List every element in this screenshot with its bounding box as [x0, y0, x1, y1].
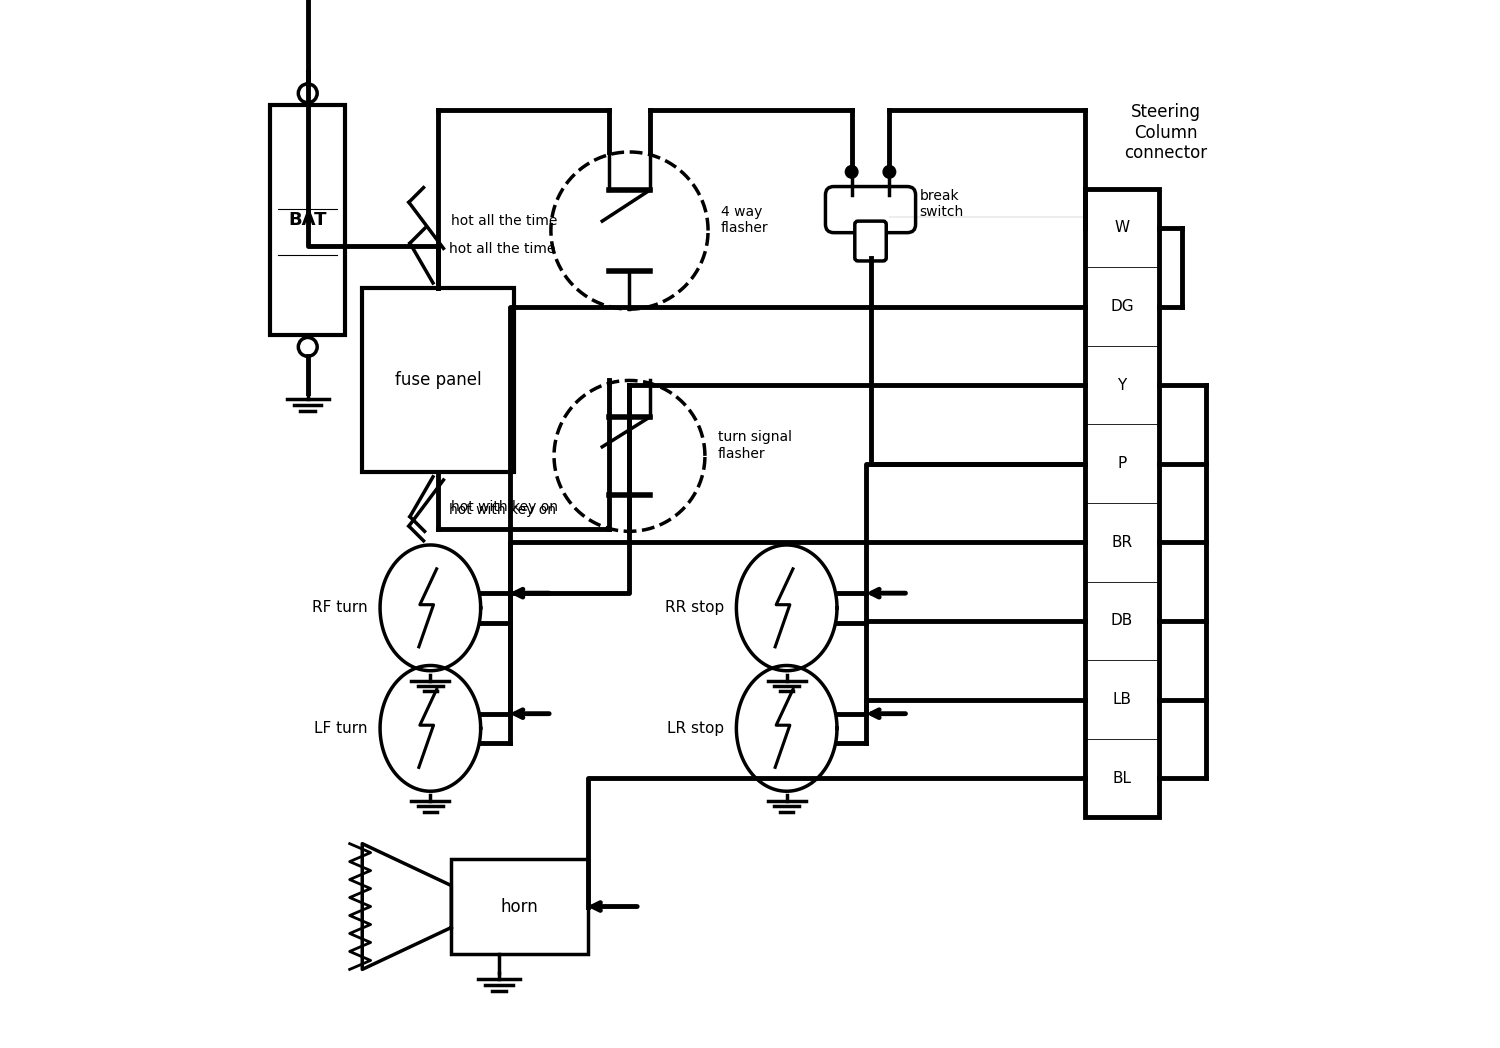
Bar	[362, 288, 514, 472]
Text: Y: Y	[1118, 377, 1126, 393]
Circle shape	[298, 84, 316, 103]
FancyBboxPatch shape	[825, 187, 915, 233]
Text: fuse panel: fuse panel	[394, 371, 482, 389]
Text: BR: BR	[1112, 534, 1132, 550]
Text: RF turn: RF turn	[312, 601, 368, 615]
Bar	[270, 105, 345, 335]
Text: turn signal
flasher: turn signal flasher	[717, 431, 792, 460]
Bar	[1086, 189, 1158, 817]
Text: Steering
Column
connector: Steering Column connector	[1125, 103, 1208, 162]
Text: hot with key on: hot with key on	[448, 503, 555, 518]
Text: P: P	[1118, 456, 1126, 472]
Text: 4 way
flasher: 4 way flasher	[720, 205, 768, 235]
Text: hot all the time: hot all the time	[452, 214, 556, 228]
Text: RR stop: RR stop	[664, 601, 724, 615]
Text: DB: DB	[1112, 613, 1132, 629]
Text: BAT: BAT	[288, 211, 327, 230]
Circle shape	[884, 166, 896, 178]
Text: horn: horn	[501, 897, 538, 916]
Text: LR stop: LR stop	[666, 721, 724, 736]
Text: hot with key on: hot with key on	[452, 500, 558, 515]
Text: hot all the time: hot all the time	[448, 242, 555, 257]
Text: break
switch: break switch	[920, 190, 964, 219]
Circle shape	[298, 337, 316, 356]
Text: W: W	[1114, 220, 1130, 236]
FancyBboxPatch shape	[855, 221, 886, 261]
Text: LB: LB	[1113, 692, 1131, 707]
Text: BL: BL	[1113, 770, 1131, 786]
Circle shape	[846, 166, 858, 178]
Text: DG: DG	[1110, 299, 1134, 314]
Bar	[452, 859, 588, 954]
Text: LF turn: LF turn	[314, 721, 368, 736]
